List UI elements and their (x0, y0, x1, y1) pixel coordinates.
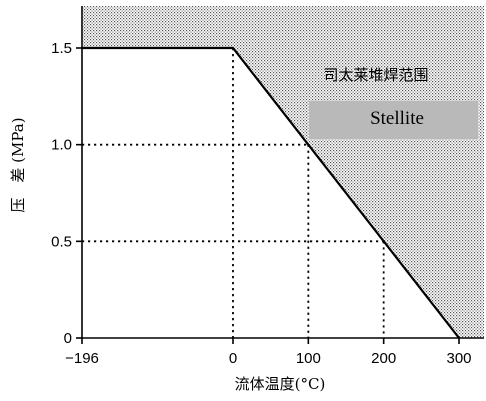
y-tick-label: 0.5 (51, 233, 72, 250)
x-tick-label: 0 (229, 350, 237, 367)
series-line (82, 46, 460, 339)
x-axis-ticks: −196 0 100 200 300 (65, 338, 472, 367)
y-axis-title: 压 差 (MPa) (9, 117, 27, 212)
stellite-shaded-region (83, 6, 484, 338)
y-tick-label: 0 (64, 330, 72, 347)
x-axis-title: 流体温度(°C) (235, 375, 326, 393)
x-tick-label: 200 (371, 350, 396, 367)
y-tick-label: 1.0 (51, 137, 72, 154)
x-tick-label: −196 (65, 350, 99, 367)
y-tick-label: 1.5 (51, 40, 72, 57)
reference-guides (82, 48, 385, 338)
y-axis-ticks: 0 0.5 1.0 1.5 (51, 40, 82, 347)
x-tick-label: 300 (446, 350, 471, 367)
x-tick-label: 100 (296, 350, 321, 367)
stellite-label-box (309, 101, 478, 139)
stellite-label: Stellite (370, 108, 424, 129)
shaded-region-label: 司太莱堆焊范围 (323, 66, 428, 84)
